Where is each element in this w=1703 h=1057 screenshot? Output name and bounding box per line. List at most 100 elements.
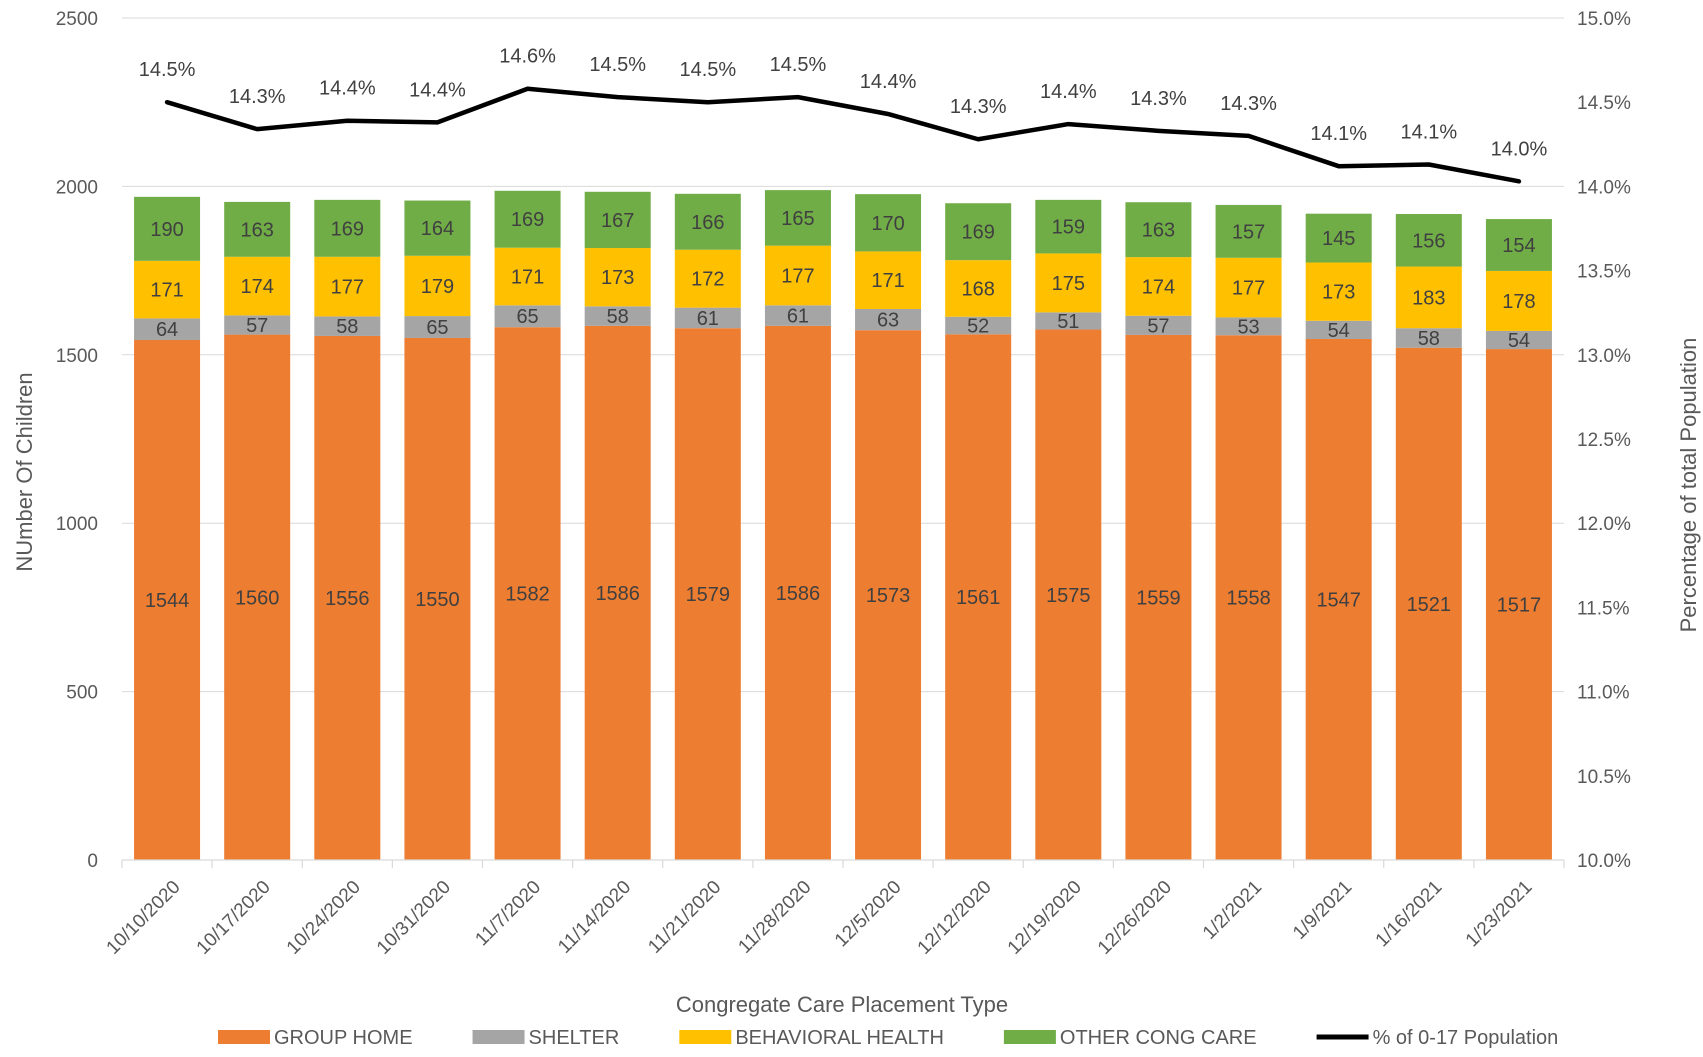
data-label-shelter: 58 bbox=[1418, 328, 1440, 350]
bar-group-home bbox=[1305, 338, 1372, 860]
bar-other-cong-care bbox=[1485, 219, 1552, 271]
y2-tick-label: 12.5% bbox=[1577, 430, 1631, 451]
bar-behavioral-health bbox=[674, 249, 741, 308]
x-axis-title: Congregate Care Placement Type bbox=[676, 992, 1008, 1017]
bar-other-cong-care bbox=[1125, 202, 1192, 258]
bar-group-home bbox=[134, 339, 201, 860]
data-label-group-home: 1582 bbox=[505, 584, 550, 606]
bar-other-cong-care bbox=[1035, 199, 1102, 254]
bar-group-home bbox=[764, 325, 831, 860]
data-label-other-cong-care: 190 bbox=[150, 219, 183, 241]
legend-swatch-shelter bbox=[472, 1030, 525, 1044]
data-label-behavioral-health: 175 bbox=[1052, 273, 1085, 295]
data-label-shelter: 53 bbox=[1237, 316, 1259, 338]
data-label-behavioral-health: 177 bbox=[781, 265, 814, 287]
data-label-other-cong-care: 156 bbox=[1412, 230, 1445, 252]
data-label-shelter: 63 bbox=[877, 310, 899, 332]
bar-behavioral-health bbox=[1305, 262, 1372, 321]
x-tick-label: 10/24/2020 bbox=[283, 877, 365, 959]
data-label-group-home: 1586 bbox=[595, 583, 640, 605]
y2-tick-label: 14.0% bbox=[1577, 177, 1631, 198]
y2-tick-label: 14.5% bbox=[1577, 93, 1631, 114]
data-label-behavioral-health: 178 bbox=[1502, 291, 1535, 313]
bar-behavioral-health bbox=[764, 245, 831, 306]
legend-swatch-group-home bbox=[218, 1030, 270, 1044]
line-data-label: 14.4% bbox=[860, 71, 917, 93]
bar-behavioral-health bbox=[1395, 266, 1462, 329]
y-tick-label: 2500 bbox=[56, 9, 98, 30]
bar-group-home bbox=[494, 327, 561, 861]
bar-shelter bbox=[1125, 315, 1192, 335]
bar-behavioral-health bbox=[1125, 257, 1192, 316]
data-label-group-home: 1558 bbox=[1226, 588, 1271, 610]
data-label-other-cong-care: 170 bbox=[871, 213, 904, 235]
bar-other-cong-care bbox=[855, 194, 922, 252]
bar-shelter bbox=[134, 318, 201, 340]
data-label-shelter: 58 bbox=[336, 316, 358, 338]
data-label-group-home: 1547 bbox=[1316, 589, 1361, 611]
data-label-behavioral-health: 177 bbox=[331, 277, 364, 299]
y2-tick-label: 13.5% bbox=[1577, 262, 1631, 283]
bar-other-cong-care bbox=[494, 190, 561, 248]
bar-group-home bbox=[1215, 335, 1282, 860]
bar-group-home bbox=[584, 325, 651, 860]
bar-behavioral-health bbox=[855, 251, 922, 309]
line-data-label: 14.4% bbox=[319, 78, 376, 100]
data-label-group-home: 1573 bbox=[866, 585, 911, 607]
data-label-group-home: 1517 bbox=[1497, 595, 1542, 617]
x-tick-label: 10/10/2020 bbox=[103, 877, 185, 959]
bar-shelter bbox=[1305, 320, 1372, 339]
line-data-label: 14.1% bbox=[1400, 122, 1457, 144]
data-label-group-home: 1559 bbox=[1136, 587, 1181, 609]
data-label-other-cong-care: 163 bbox=[241, 219, 274, 241]
bar-other-cong-care bbox=[764, 190, 831, 246]
y2-tick-label: 12.0% bbox=[1577, 514, 1631, 535]
data-label-group-home: 1586 bbox=[776, 583, 821, 605]
data-label-behavioral-health: 173 bbox=[601, 267, 634, 289]
data-label-other-cong-care: 167 bbox=[601, 210, 634, 232]
data-label-other-cong-care: 169 bbox=[511, 209, 544, 231]
bar-shelter bbox=[584, 306, 651, 326]
data-label-other-cong-care: 145 bbox=[1322, 228, 1355, 250]
data-label-behavioral-health: 179 bbox=[421, 276, 454, 298]
line-data-label: 14.3% bbox=[1220, 93, 1277, 115]
bar-other-cong-care bbox=[134, 196, 201, 261]
x-tick-label: 10/31/2020 bbox=[373, 877, 455, 959]
bar-behavioral-health bbox=[134, 260, 201, 319]
data-label-behavioral-health: 177 bbox=[1232, 278, 1265, 300]
bar-behavioral-health bbox=[224, 256, 291, 316]
line-data-label: 14.5% bbox=[770, 54, 827, 76]
data-label-other-cong-care: 163 bbox=[1142, 220, 1175, 242]
line-data-label: 14.5% bbox=[589, 54, 646, 76]
bar-labels: 1544 64 171 190 1560 57 174 163 1556 58 177 169 1550… bbox=[145, 208, 1541, 617]
legend-label-line: % of 0-17 Population bbox=[1373, 1027, 1559, 1049]
bar-group-home bbox=[674, 328, 741, 860]
legend-swatch-other-cong-care bbox=[1003, 1030, 1056, 1044]
bar-shelter bbox=[1395, 328, 1462, 348]
legend: GROUP HOME SHELTER BEHAVIORAL HEALTH OTHER … bbox=[218, 1027, 1558, 1049]
x-tick-label: 11/14/2020 bbox=[554, 877, 635, 958]
bar-shelter bbox=[1485, 330, 1552, 350]
bar-shelter bbox=[945, 316, 1012, 335]
data-label-behavioral-health: 173 bbox=[1322, 282, 1355, 304]
bar-behavioral-health bbox=[314, 256, 381, 317]
legend-label-shelter: SHELTER bbox=[529, 1027, 620, 1049]
x-tick-label: 12/19/2020 bbox=[1004, 877, 1086, 959]
x-tick-label: 12/26/2020 bbox=[1094, 877, 1176, 959]
data-label-other-cong-care: 159 bbox=[1052, 217, 1085, 239]
line-data-label: 14.3% bbox=[1130, 88, 1187, 110]
bar-other-cong-care bbox=[404, 200, 471, 256]
bar-shelter bbox=[1215, 317, 1282, 336]
y2-tick-label: 11.5% bbox=[1577, 598, 1630, 619]
percentage-line-path bbox=[164, 86, 1522, 184]
data-label-shelter: 64 bbox=[156, 319, 178, 341]
bar-behavioral-health bbox=[404, 255, 471, 317]
legend-label-behavioral-health: BEHAVIORAL HEALTH bbox=[735, 1027, 944, 1049]
line-data-label: 14.0% bbox=[1491, 138, 1548, 160]
bar-behavioral-health bbox=[945, 260, 1012, 317]
data-label-shelter: 61 bbox=[697, 308, 719, 330]
data-label-shelter: 57 bbox=[1147, 315, 1169, 337]
bar-shelter bbox=[314, 316, 381, 336]
bar-shelter bbox=[764, 305, 831, 326]
data-label-behavioral-health: 171 bbox=[511, 266, 544, 288]
